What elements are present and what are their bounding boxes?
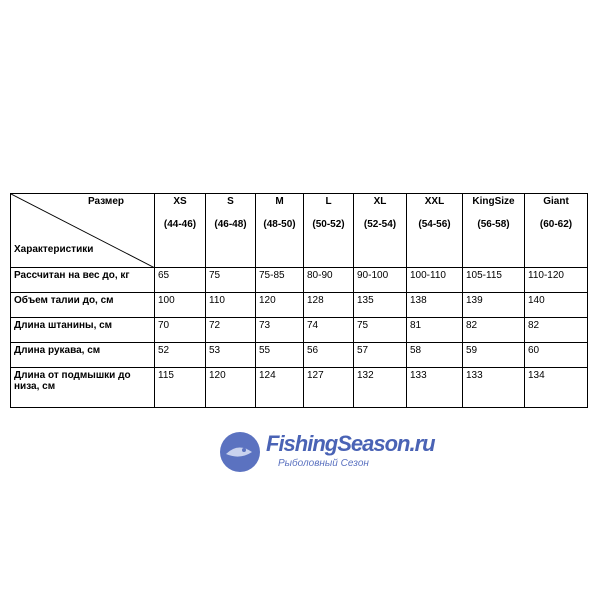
value-cell: 132	[353, 367, 407, 408]
value-cell: 105-115	[462, 267, 525, 293]
value-cell: 52	[154, 342, 206, 368]
size-range: (50-52)	[312, 219, 345, 230]
value-cell: 115	[154, 367, 206, 408]
value-cell: 70	[154, 317, 206, 343]
table-row: Объем талии до, см 100 110 120 128 135 138 139 1…	[10, 292, 588, 318]
size-header: Giant (60-62)	[524, 193, 588, 268]
value-cell: 128	[303, 292, 354, 318]
value-cell: 127	[303, 367, 354, 408]
table-row: Длина штанины, см 70 72 73 74 75 81 82 82	[10, 317, 588, 343]
value-cell: 138	[406, 292, 463, 318]
value-cell: 53	[205, 342, 256, 368]
size-header: XL (52-54)	[353, 193, 407, 268]
size-range: (54-56)	[418, 219, 451, 230]
value-cell: 56	[303, 342, 354, 368]
value-cell: 124	[255, 367, 304, 408]
size-label: M	[275, 196, 284, 207]
size-header: M (48-50)	[255, 193, 304, 268]
value-cell: 81	[406, 317, 463, 343]
size-header: KingSize (56-58)	[462, 193, 525, 268]
size-range: (44-46)	[163, 219, 197, 230]
value-cell: 82	[462, 317, 525, 343]
size-range: (60-62)	[539, 219, 573, 230]
value-cell: 65	[154, 267, 206, 293]
table-row: Длина от подмышки до низа, см 115 120 124 12…	[10, 367, 588, 408]
watermark-title: FishingSeason.ru	[266, 431, 436, 456]
value-cell: 57	[353, 342, 407, 368]
characteristic-label: Рассчитан на вес до, кг	[10, 267, 155, 293]
value-cell: 120	[255, 292, 304, 318]
table-row: Рассчитан на вес до, кг 65 75 75-85 80-90 90…	[10, 267, 588, 293]
size-label: XXL	[424, 196, 445, 207]
value-cell: 135	[353, 292, 407, 318]
corner-cell: Размер Характеристики	[10, 193, 155, 268]
value-cell: 90-100	[353, 267, 407, 293]
value-cell: 73	[255, 317, 304, 343]
value-cell: 72	[205, 317, 256, 343]
watermark-logo: FishingSeason.ru Рыболовный Сезон	[218, 430, 436, 476]
value-cell: 75	[205, 267, 256, 293]
value-cell: 100-110	[406, 267, 463, 293]
value-cell: 140	[524, 292, 588, 318]
value-cell: 110	[205, 292, 256, 318]
size-range: (56-58)	[477, 219, 510, 230]
size-header-label: Размер	[87, 196, 124, 207]
size-range: (52-54)	[363, 219, 397, 230]
characteristic-label: Длина от подмышки до низа, см	[10, 367, 155, 408]
characteristic-label: Длина рукава, см	[10, 342, 155, 368]
size-header: XXL (54-56)	[406, 193, 463, 268]
header-row: Размер Характеристики XS (44-46) S (46-48)…	[10, 193, 588, 268]
value-cell: 74	[303, 317, 354, 343]
value-cell: 75	[353, 317, 407, 343]
value-cell: 80-90	[303, 267, 354, 293]
size-label: L	[325, 196, 332, 207]
watermark-subtitle: Рыболовный Сезон	[278, 458, 369, 469]
value-cell: 139	[462, 292, 525, 318]
size-label: S	[227, 196, 234, 207]
size-header: L (50-52)	[303, 193, 354, 268]
size-label: KingSize	[472, 196, 515, 207]
diagonal-divider	[11, 194, 155, 268]
value-cell: 82	[524, 317, 588, 343]
size-chart-table: Размер Характеристики XS (44-46) S (46-48)…	[10, 193, 588, 408]
size-label: Giant	[543, 196, 569, 207]
size-range: (46-48)	[214, 219, 247, 230]
value-cell: 59	[462, 342, 525, 368]
value-cell: 110-120	[524, 267, 588, 293]
size-header: S (46-48)	[205, 193, 256, 268]
size-header: XS (44-46)	[154, 193, 206, 268]
size-label: XL	[373, 196, 387, 207]
table-row: Длина рукава, см 52 53 55 56 57 58 59 60	[10, 342, 588, 368]
value-cell: 120	[205, 367, 256, 408]
value-cell: 58	[406, 342, 463, 368]
value-cell: 100	[154, 292, 206, 318]
value-cell: 133	[462, 367, 525, 408]
value-cell: 133	[406, 367, 463, 408]
globe-fish-icon	[220, 432, 260, 472]
characteristics-header-label: Характеристики	[14, 244, 94, 255]
value-cell: 60	[524, 342, 588, 368]
table-body: Рассчитан на вес до, кг 65 75 75-85 80-90 90…	[10, 267, 588, 408]
size-label: XS	[173, 196, 187, 207]
value-cell: 75-85	[255, 267, 304, 293]
characteristic-label: Объем талии до, см	[10, 292, 155, 318]
value-cell: 55	[255, 342, 304, 368]
value-cell: 134	[524, 367, 588, 408]
characteristic-label: Длина штанины, см	[10, 317, 155, 343]
size-range: (48-50)	[263, 219, 296, 230]
